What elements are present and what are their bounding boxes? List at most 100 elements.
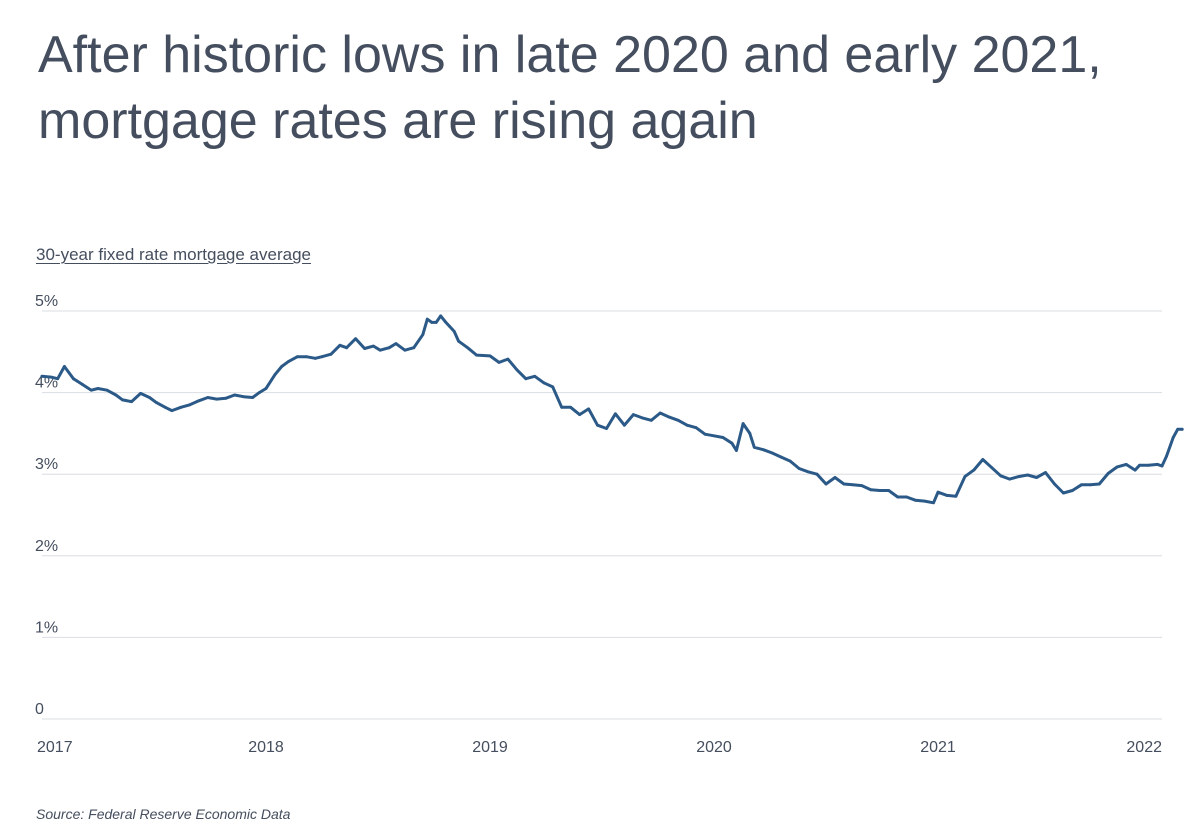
data-point — [439, 314, 443, 318]
y-tick-label: 2% — [35, 538, 58, 555]
data-point — [378, 348, 382, 352]
data-point — [1044, 471, 1047, 474]
data-point — [443, 320, 447, 324]
data-point — [457, 339, 461, 343]
data-point — [304, 355, 308, 359]
data-point — [972, 468, 976, 472]
data-point — [649, 418, 653, 422]
x-axis-tick-labels: 2017 2018 2019 2020 2021 2022 — [37, 739, 1162, 756]
data-point — [345, 346, 349, 350]
data-point — [273, 373, 277, 377]
data-point — [372, 344, 375, 348]
x-tick-label: 2022 — [1126, 739, 1162, 756]
data-point — [851, 483, 855, 487]
data-point — [999, 474, 1003, 478]
data-point — [215, 397, 219, 401]
data-point — [676, 418, 680, 422]
data-point — [313, 356, 317, 360]
data-point — [430, 321, 434, 324]
data-point — [354, 337, 357, 341]
data-point — [320, 355, 324, 359]
data-point — [363, 347, 366, 350]
data-point — [452, 330, 456, 333]
data-point — [1097, 482, 1101, 486]
data-point — [1035, 476, 1038, 479]
x-tick-label: 2021 — [920, 739, 956, 756]
data-point — [1017, 475, 1021, 479]
data-point — [614, 412, 617, 416]
data-point — [1165, 454, 1168, 458]
data-point — [475, 353, 478, 357]
data-point — [89, 388, 93, 392]
data-point — [163, 405, 167, 409]
data-point — [730, 441, 734, 445]
data-point — [923, 499, 926, 503]
data-point — [981, 458, 985, 461]
data-point — [56, 377, 60, 381]
series-line — [40, 314, 1184, 505]
chart-subtitle: 30-year fixed rate mortgage average — [36, 245, 311, 264]
data-point — [694, 426, 698, 430]
data-point — [1079, 483, 1083, 487]
data-point — [264, 387, 268, 390]
data-point — [105, 388, 109, 392]
data-point — [887, 489, 891, 492]
data-point — [1171, 436, 1175, 439]
data-point — [1053, 482, 1056, 486]
data-point — [338, 343, 342, 347]
data-point — [242, 395, 246, 399]
y-tick-label: 1% — [35, 619, 58, 636]
data-point — [1176, 427, 1180, 431]
data-point — [434, 321, 438, 324]
y-tick-label: 3% — [35, 456, 58, 473]
data-point — [425, 317, 429, 321]
data-point — [403, 348, 407, 352]
data-point — [1180, 427, 1184, 431]
data-point — [49, 375, 53, 379]
data-point — [80, 383, 84, 386]
data-point — [148, 396, 151, 399]
data-point — [1106, 471, 1110, 475]
data-point — [1156, 463, 1159, 466]
data-point — [761, 448, 765, 452]
data-point — [1124, 463, 1128, 466]
data-point — [524, 377, 528, 381]
data-point — [569, 405, 573, 409]
data-point — [63, 365, 66, 368]
data-point — [1088, 483, 1092, 487]
data-point — [179, 405, 183, 409]
data-point — [788, 459, 792, 463]
data-point — [1160, 464, 1164, 468]
data-point — [896, 495, 900, 499]
data-point — [287, 360, 290, 363]
data-point — [71, 377, 75, 381]
data-point — [130, 400, 134, 403]
data-point — [224, 396, 228, 400]
data-point — [448, 325, 452, 328]
data-point — [815, 472, 819, 476]
data-point — [421, 333, 425, 337]
data-point — [1115, 465, 1119, 469]
data-point — [936, 490, 940, 494]
data-point — [560, 405, 564, 409]
data-point — [1026, 473, 1029, 477]
source-note: Source: Federal Reserve Economic Data — [36, 806, 291, 822]
data-point — [206, 396, 210, 399]
data-point — [488, 354, 492, 358]
data-point — [932, 501, 935, 505]
data-point — [869, 488, 873, 492]
data-point — [329, 352, 333, 356]
data-point — [1133, 468, 1137, 472]
data-point — [752, 445, 756, 449]
data-point — [533, 374, 537, 378]
data-point — [770, 451, 774, 455]
data-point — [735, 449, 738, 452]
data-point — [824, 482, 828, 486]
y-tick-label: 5% — [35, 293, 58, 310]
x-tick-label: 2020 — [696, 739, 732, 756]
data-point — [878, 489, 882, 492]
data-point — [40, 374, 44, 378]
data-point — [685, 423, 689, 427]
data-point — [596, 423, 599, 427]
x-tick-label: 2017 — [37, 739, 73, 756]
